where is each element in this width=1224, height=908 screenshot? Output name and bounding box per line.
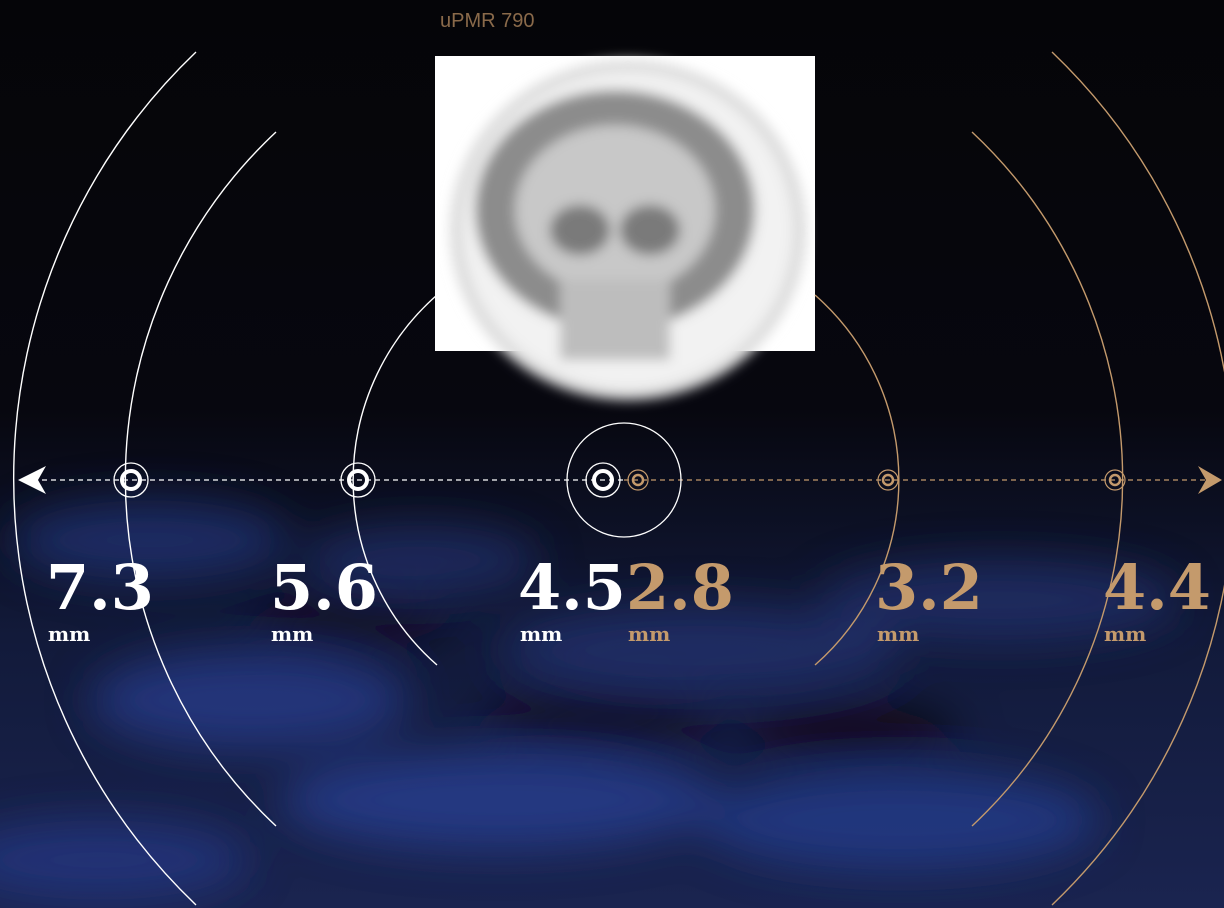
resolution-arcs	[12, 51, 1224, 906]
unit-label: mm	[628, 622, 670, 646]
scanner-title: uPMR 790	[440, 10, 535, 32]
value-label: 7.3	[46, 551, 154, 624]
value-label: 5.6	[270, 551, 378, 624]
arc	[124, 131, 277, 827]
arc	[12, 51, 197, 906]
blue-texture	[0, 500, 1180, 900]
value-label: 4.4	[1103, 551, 1211, 624]
axis	[18, 422, 1222, 538]
unit-label: mm	[877, 622, 919, 646]
value-label: 4.5	[518, 551, 626, 624]
unit-label: mm	[1104, 622, 1146, 646]
value-label: 3.2	[875, 551, 983, 624]
arc	[352, 294, 438, 666]
unit-label: mm	[48, 622, 90, 646]
unit-label: mm	[271, 622, 313, 646]
unit-label: mm	[520, 622, 562, 646]
arc	[971, 131, 1124, 827]
labels: 7.3 mm 5.6 mm 4.5 mm 2.8 mm 3.2 mm 4.4 m…	[46, 551, 1211, 646]
arc	[1051, 51, 1224, 906]
value-label: 2.8	[626, 551, 734, 624]
brain-image	[435, 56, 815, 400]
